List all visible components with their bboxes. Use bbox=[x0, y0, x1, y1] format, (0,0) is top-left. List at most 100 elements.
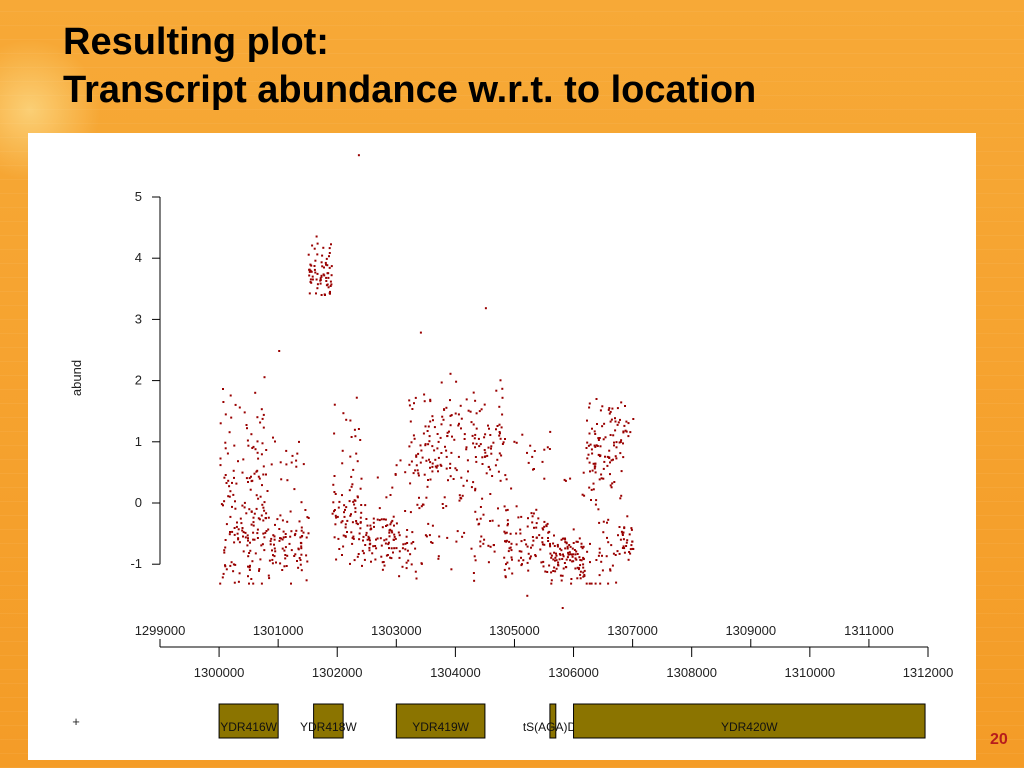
data-point bbox=[404, 548, 407, 551]
data-point bbox=[579, 573, 582, 576]
data-point bbox=[392, 538, 395, 541]
data-point bbox=[614, 429, 617, 432]
data-point bbox=[575, 558, 578, 561]
data-point bbox=[473, 437, 476, 440]
data-point bbox=[588, 432, 591, 435]
data-point bbox=[353, 559, 356, 562]
data-point bbox=[458, 494, 461, 497]
data-point bbox=[427, 425, 430, 428]
data-point bbox=[249, 541, 251, 544]
data-point bbox=[589, 542, 591, 545]
data-point bbox=[597, 508, 600, 511]
data-point bbox=[247, 565, 249, 568]
data-point bbox=[358, 538, 361, 541]
data-point bbox=[258, 518, 261, 521]
data-point bbox=[391, 486, 394, 489]
data-point bbox=[594, 582, 597, 585]
data-point bbox=[531, 455, 534, 458]
data-point bbox=[232, 469, 235, 472]
data-point bbox=[417, 474, 420, 477]
data-point bbox=[543, 543, 546, 546]
data-point bbox=[366, 524, 369, 527]
data-point bbox=[453, 438, 456, 441]
data-point bbox=[256, 528, 259, 531]
data-point bbox=[472, 572, 475, 574]
data-point bbox=[614, 455, 617, 458]
data-point bbox=[431, 524, 434, 527]
data-point bbox=[498, 452, 501, 455]
data-point bbox=[506, 508, 509, 511]
data-point bbox=[302, 463, 305, 466]
data-point bbox=[359, 439, 362, 441]
data-point bbox=[247, 575, 249, 578]
data-point bbox=[578, 567, 581, 570]
data-point bbox=[620, 470, 623, 473]
data-point bbox=[543, 525, 546, 528]
data-point bbox=[362, 535, 365, 538]
data-point bbox=[608, 407, 611, 410]
data-point bbox=[372, 521, 375, 524]
data-point bbox=[251, 560, 254, 563]
data-point bbox=[262, 519, 265, 522]
data-point bbox=[503, 568, 506, 571]
data-point bbox=[601, 554, 603, 557]
data-point bbox=[498, 431, 501, 433]
data-point bbox=[360, 477, 363, 480]
data-point bbox=[601, 405, 604, 408]
data-point bbox=[309, 269, 312, 272]
data-point bbox=[604, 455, 606, 458]
data-point bbox=[554, 570, 557, 573]
data-point bbox=[487, 424, 489, 427]
data-point bbox=[609, 569, 612, 572]
data-point bbox=[370, 560, 372, 563]
data-point bbox=[506, 561, 509, 564]
data-point bbox=[234, 500, 236, 503]
data-point bbox=[415, 454, 418, 457]
data-point bbox=[594, 433, 597, 435]
data-point bbox=[574, 567, 577, 570]
data-point bbox=[219, 464, 222, 467]
data-point bbox=[282, 536, 285, 539]
data-point bbox=[306, 516, 309, 519]
data-point bbox=[425, 535, 428, 538]
data-point bbox=[264, 517, 267, 519]
data-point bbox=[332, 483, 335, 486]
data-point bbox=[261, 543, 264, 546]
data-point bbox=[623, 551, 626, 554]
data-point bbox=[289, 510, 292, 513]
data-point bbox=[225, 523, 228, 526]
data-point bbox=[361, 549, 364, 552]
data-point bbox=[622, 442, 624, 445]
data-point bbox=[263, 549, 266, 552]
data-point bbox=[576, 540, 579, 543]
data-point bbox=[515, 532, 518, 535]
y-tick-label: -1 bbox=[130, 556, 142, 571]
data-point bbox=[526, 545, 529, 548]
slide-number: 20 bbox=[990, 731, 1008, 748]
data-point bbox=[591, 427, 593, 430]
data-point bbox=[238, 406, 241, 409]
data-point bbox=[611, 564, 614, 567]
data-point bbox=[233, 541, 236, 544]
data-point bbox=[376, 537, 379, 540]
data-point bbox=[621, 532, 624, 535]
data-point bbox=[311, 275, 314, 278]
data-point bbox=[428, 458, 430, 461]
data-point bbox=[615, 457, 618, 460]
gene-label: YDR420W bbox=[721, 720, 778, 734]
data-point bbox=[425, 459, 428, 462]
data-point bbox=[506, 524, 509, 527]
data-point bbox=[579, 564, 582, 567]
data-point bbox=[300, 545, 303, 548]
data-point bbox=[313, 265, 316, 267]
data-point bbox=[449, 475, 452, 478]
data-point bbox=[424, 444, 427, 447]
data-point bbox=[552, 542, 555, 545]
data-point bbox=[392, 515, 395, 518]
data-point bbox=[510, 556, 513, 559]
data-point bbox=[598, 521, 601, 524]
data-point bbox=[465, 448, 468, 451]
data-point bbox=[221, 576, 224, 579]
data-point bbox=[472, 391, 475, 394]
data-point bbox=[278, 528, 281, 530]
